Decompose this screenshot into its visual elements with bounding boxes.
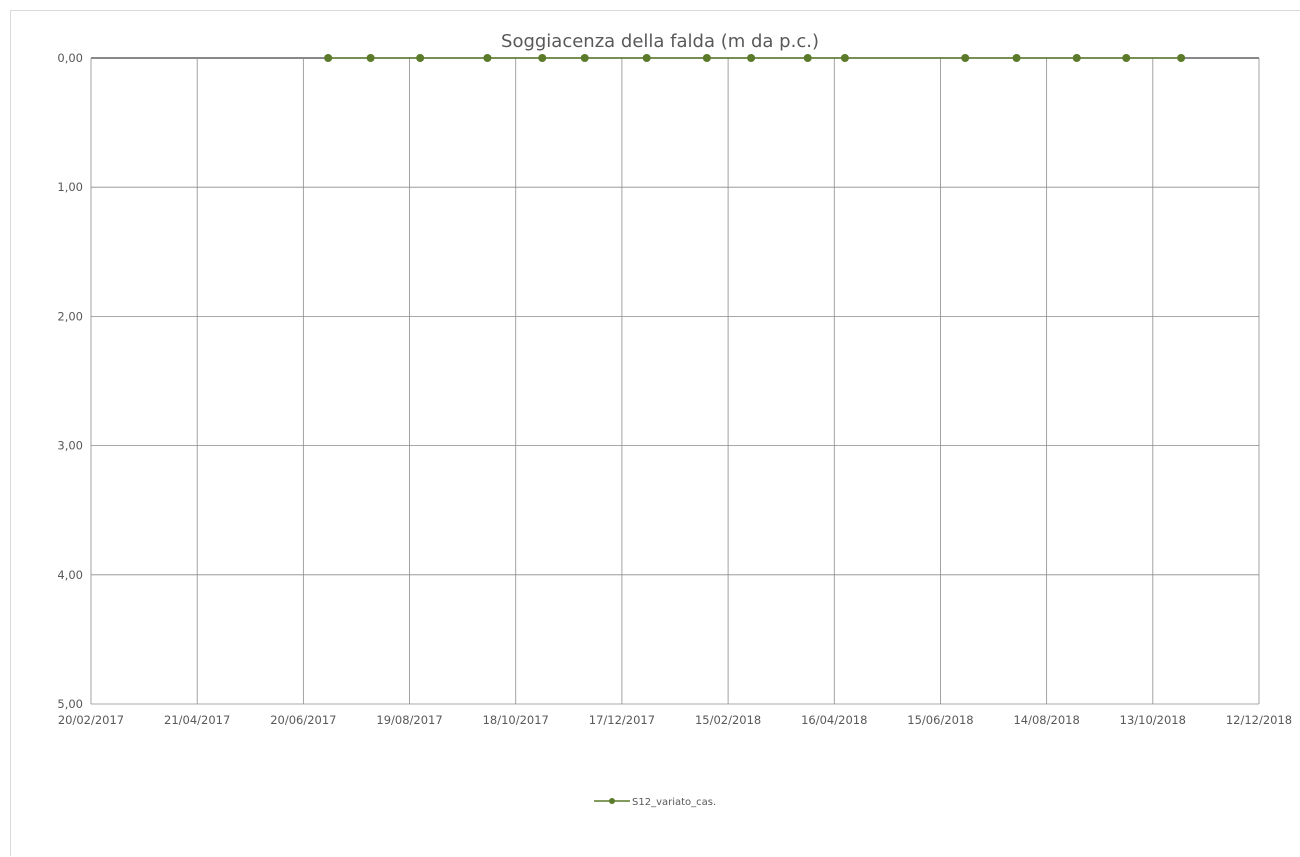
x-tick-label: 20/06/2017 — [270, 713, 336, 727]
data-point — [642, 54, 651, 62]
x-tick-label: 20/02/2017 — [58, 713, 124, 727]
x-tick-label: 16/04/2018 — [801, 713, 867, 727]
chart-area: 0,00 1,00 2,00 3,00 4,00 5,00 20/02/2017 21/04… — [10, 10, 1300, 856]
data-point — [1122, 54, 1131, 62]
data-point — [803, 54, 812, 62]
y-tick-label: 2,00 — [57, 309, 83, 323]
x-tick-label: 15/02/2018 — [695, 713, 761, 727]
grid — [90, 57, 1260, 705]
y-tick-label: 3,00 — [57, 439, 83, 453]
data-point — [840, 54, 849, 62]
x-tick-label: 21/04/2017 — [164, 713, 230, 727]
legend: S12_variato_cas. — [594, 797, 716, 808]
legend-marker-swatch — [609, 798, 615, 804]
y-tick-label: 4,00 — [57, 568, 83, 582]
x-tick-label: 18/10/2017 — [483, 713, 549, 727]
data-point — [324, 54, 333, 62]
x-tick-label: 15/06/2018 — [907, 713, 973, 727]
x-tick-label: 12/12/2018 — [1226, 713, 1292, 727]
data-point — [416, 54, 425, 62]
y-tick-labels: 0,00 1,00 2,00 3,00 4,00 5,00 — [57, 51, 83, 711]
y-tick-label: 1,00 — [57, 180, 83, 194]
data-point — [747, 54, 756, 62]
data-point — [483, 54, 492, 62]
chart-title: Soggiacenza della falda (m da p.c.) — [501, 31, 819, 52]
x-tick-label: 19/08/2017 — [376, 713, 442, 727]
data-point — [1012, 54, 1021, 62]
chart-svg: 0,00 1,00 2,00 3,00 4,00 5,00 20/02/2017 21/04… — [57, 31, 1292, 808]
data-point — [538, 54, 547, 62]
data-point — [702, 54, 711, 62]
data-point — [580, 54, 589, 62]
series-layer — [324, 54, 1186, 62]
x-tick-label: 13/10/2018 — [1120, 713, 1186, 727]
data-point — [366, 54, 375, 62]
y-tick-label: 0,00 — [57, 51, 83, 65]
y-tick-label: 5,00 — [57, 697, 83, 711]
x-tick-label: 14/08/2018 — [1013, 713, 1079, 727]
data-point — [1072, 54, 1081, 62]
x-tick-label: 17/12/2017 — [589, 713, 655, 727]
data-point — [1177, 54, 1186, 62]
data-point — [961, 54, 970, 62]
x-tick-labels: 20/02/2017 21/04/2017 20/06/2017 19/08/2017… — [58, 713, 1292, 727]
legend-label: S12_variato_cas. — [632, 797, 716, 808]
